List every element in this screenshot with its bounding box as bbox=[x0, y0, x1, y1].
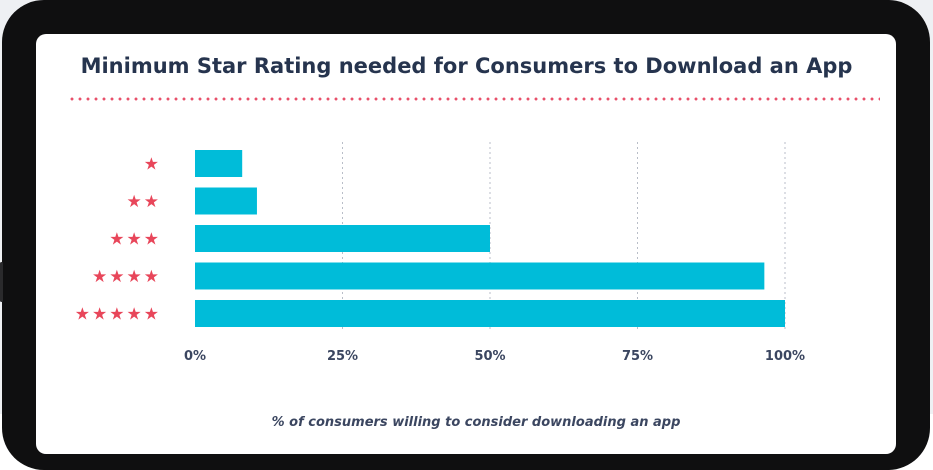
bar bbox=[195, 225, 490, 252]
x-axis-label: % of consumers willing to consider downl… bbox=[271, 415, 681, 430]
bar bbox=[195, 150, 243, 177]
star-rating-label: ★★★★★ bbox=[75, 305, 161, 325]
x-tick-label: 25% bbox=[327, 349, 358, 364]
tablet-side-button bbox=[0, 262, 3, 302]
x-tick-label: 100% bbox=[765, 349, 805, 364]
bar bbox=[195, 300, 785, 327]
star-rating-label: ★★★★ bbox=[92, 267, 161, 287]
chart-title: Minimum Star Rating needed for Consumers… bbox=[80, 54, 853, 78]
x-tick-label: 75% bbox=[622, 349, 653, 364]
star-rating-label: ★★★ bbox=[109, 230, 161, 250]
star-rating-label: ★★ bbox=[127, 192, 161, 212]
bar-chart: 0% 25% 50% 75% 100%★★★★★★★★★★★★★★★ bbox=[75, 142, 805, 364]
x-tick-label: 50% bbox=[474, 349, 505, 364]
bar bbox=[195, 262, 765, 290]
bar bbox=[195, 187, 257, 215]
x-tick-label: 0% bbox=[184, 349, 206, 364]
star-rating-label: ★ bbox=[144, 155, 161, 175]
dotted-divider bbox=[68, 97, 880, 101]
